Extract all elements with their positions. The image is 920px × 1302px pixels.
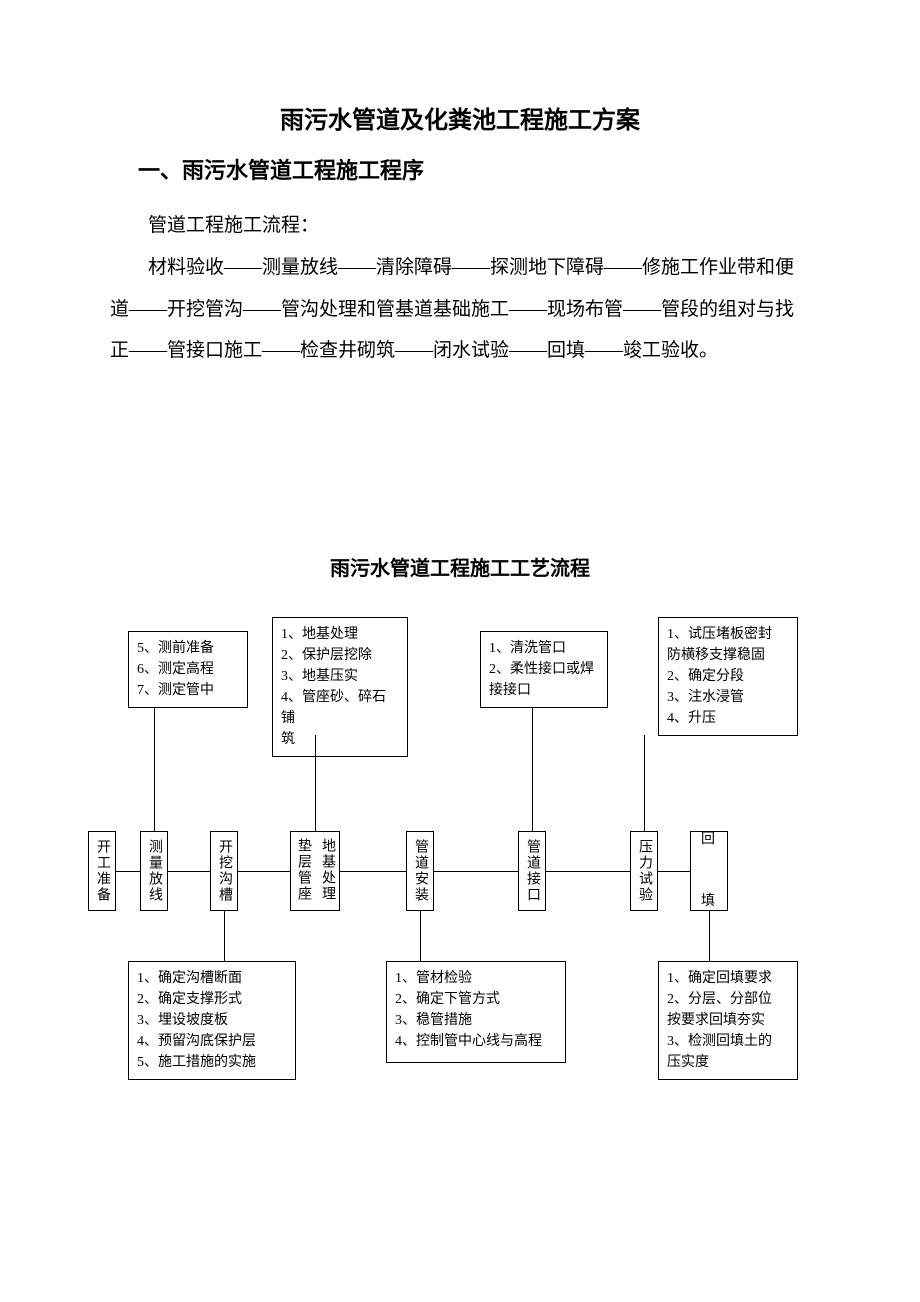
flow-node: 开工准备 <box>88 831 116 911</box>
paragraph-2: 材料验收——测量放线——清除障碍——探测地下障碍——修施工作业带和便道——开挖管… <box>110 247 810 372</box>
connector-horizontal <box>116 871 140 872</box>
top-note-box: 1、清洗管口2、柔性接口或焊接接口 <box>480 631 608 708</box>
bottom-note-box: 1、确定回填要求2、分层、分部位按要求回填夯实3、检测回填土的压实度 <box>658 961 798 1080</box>
flow-node: 管道接口 <box>518 831 546 911</box>
top-note-box: 5、测前准备6、测定高程7、测定管中 <box>128 631 248 708</box>
top-note-box: 1、地基处理2、保护层挖除3、地基压实4、管座砂、碎石铺 筑 <box>272 617 408 757</box>
connector-horizontal <box>658 871 690 872</box>
flow-node: 开挖沟槽 <box>210 831 238 911</box>
connector-vertical <box>420 911 421 961</box>
bottom-note-box: 1、管材检验2、确定下管方式3、稳管措施4、控制管中心线与高程 <box>386 961 566 1063</box>
top-note-box: 1、试压堵板密封防横移支撑稳固2、确定分段3、注水浸管4、升压 <box>658 617 798 736</box>
flow-node: 垫层管座地基处理 <box>290 831 340 911</box>
connector-horizontal <box>168 871 210 872</box>
doc-title: 雨污水管道及化粪池工程施工方案 <box>110 100 810 135</box>
connector-horizontal <box>238 871 290 872</box>
flow-node: 回填 <box>690 831 728 911</box>
connector-vertical <box>154 707 155 831</box>
connector-horizontal <box>340 871 406 872</box>
connector-vertical <box>709 911 710 961</box>
flow-node: 管道安装 <box>406 831 434 911</box>
connector-vertical <box>315 735 316 831</box>
connector-vertical <box>532 707 533 831</box>
connector-vertical <box>224 911 225 961</box>
flow-node: 压力试验 <box>630 831 658 911</box>
section-1-heading: 一、雨污水管道工程施工程序 <box>110 153 810 185</box>
flowchart: 5、测前准备6、测定高程7、测定管中1、地基处理2、保护层挖除3、地基压实4、管… <box>110 631 810 1091</box>
paragraph-1: 管道工程施工流程： <box>110 205 810 247</box>
connector-horizontal <box>546 871 630 872</box>
diagram-heading: 雨污水管道工程施工工艺流程 <box>110 552 810 581</box>
bottom-note-box: 1、确定沟槽断面2、确定支撑形式3、埋设坡度板4、预留沟底保护层5、施工措施的实… <box>128 961 296 1080</box>
flow-node: 测量放线 <box>140 831 168 911</box>
connector-horizontal <box>434 871 518 872</box>
connector-vertical <box>644 735 645 831</box>
